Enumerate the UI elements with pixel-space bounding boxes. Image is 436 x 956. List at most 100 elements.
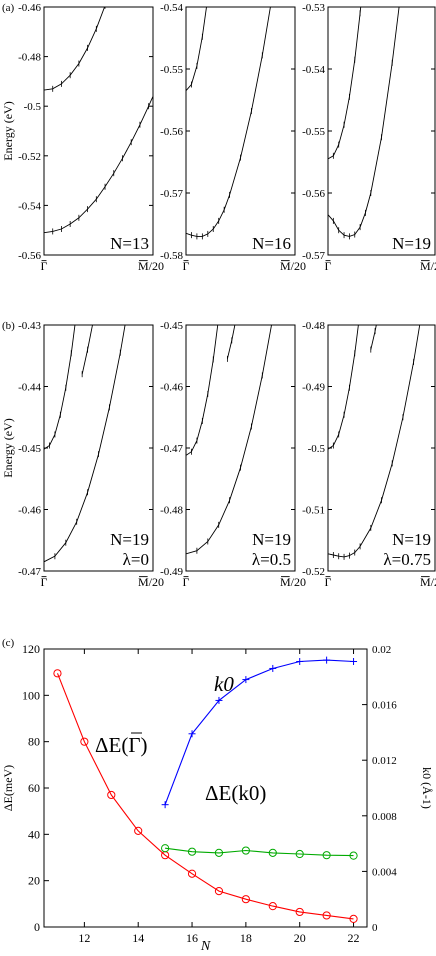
y-tick-label: -0.48 (160, 505, 183, 517)
annotation: N=13 (110, 234, 149, 253)
band-line (328, 325, 421, 558)
y2-tick-label: 0.012 (372, 755, 397, 767)
y-axis-label: Energy (eV) (1, 418, 15, 477)
data-point (241, 846, 250, 855)
series-group (44, 325, 126, 565)
data-point (322, 911, 331, 920)
band-line (186, 325, 219, 456)
data-point (80, 737, 89, 746)
annotation: λ=0 (123, 550, 149, 569)
y-tick-label: 20 (28, 874, 40, 888)
data-point (349, 914, 358, 923)
y-tick-label: -0.57 (160, 188, 183, 200)
panel-label: (a) (2, 2, 15, 14)
x-tick-label: M/20 (420, 575, 436, 589)
band-line (44, 325, 126, 563)
y-tick-label: -0.47 (18, 566, 41, 578)
plot-frame (43, 6, 154, 256)
y2-tick-label: 0 (372, 922, 378, 934)
y-tick-label: -0.5 (24, 101, 42, 113)
y-tick-label: -0.43 (18, 320, 41, 332)
y-tick-label: -0.54 (160, 2, 183, 14)
y-tick-label: -0.56 (302, 188, 325, 200)
y-tick-label: -0.54 (302, 64, 325, 76)
y-tick-label: -0.55 (302, 126, 325, 138)
series-label: k0 (214, 672, 234, 696)
x-tick-label: M/20 (280, 259, 306, 273)
x-tick-label: 12 (78, 931, 90, 945)
y-tick-label: -0.52 (302, 566, 325, 578)
data-point (295, 907, 304, 917)
panel-a: (a)Energy (eV)-0.56-0.54-0.52-0.5-0.48-0… (1, 2, 436, 273)
y2-tick-label: 0.02 (372, 644, 391, 656)
band-line (186, 325, 272, 555)
data-point (269, 664, 277, 672)
y-tick-label: -0.51 (302, 505, 325, 517)
plot-frame (185, 6, 296, 256)
y-tick-label: 100 (22, 688, 40, 702)
annotation: N=19 (392, 234, 431, 253)
y-tick-label: 40 (28, 827, 40, 841)
plot-frame (327, 6, 436, 256)
series-line-3 (164, 659, 354, 805)
y-tick-label: 0 (34, 920, 40, 934)
x-tick-label: Γ (183, 575, 190, 589)
y2-tick-label: 0.016 (372, 700, 397, 712)
annotation: N=19 (392, 530, 431, 549)
data-point (188, 730, 196, 738)
subplot-1: -0.56 -0.54 -0.52 -0.5 -0.48 -0.46 Γ M/20 N=13 (18, 2, 164, 273)
band-line (44, 325, 76, 450)
x-tick-label: 22 (348, 931, 360, 945)
band-line (44, 96, 153, 234)
y-tick-label: -0.45 (160, 320, 183, 332)
data-point (107, 790, 116, 800)
annotation: N=19 (252, 530, 291, 549)
data-point (214, 848, 224, 857)
data-point (215, 696, 223, 704)
y-tick-label: -0.46 (160, 382, 183, 394)
series-label-deltaE-gamma: ΔE(Γ) (95, 732, 147, 757)
panel-label: (c) (2, 637, 15, 649)
band-line (328, 7, 362, 160)
x-tick-label: 20 (294, 931, 306, 945)
annotation: λ=0.75 (383, 550, 431, 569)
y-tick-label: -0.56 (160, 126, 183, 138)
x-tick-label: M/20 (420, 259, 436, 273)
y-tick-label: 60 (28, 781, 40, 795)
y-tick-label: -0.56 (18, 250, 41, 262)
y-tick-label: -0.48 (18, 52, 41, 64)
series-group (328, 325, 421, 560)
y-tick-label: -0.54 (18, 200, 41, 212)
series-label: ΔE(k0) (205, 781, 266, 805)
band-line (81, 325, 93, 375)
annotation: λ=0.5 (252, 550, 291, 569)
y-tick-label: -0.49 (160, 566, 183, 578)
data-point (323, 656, 331, 664)
y-tick-label: -0.58 (160, 250, 183, 262)
x-tick-label: Γ (41, 259, 48, 273)
subplot-2: -0.49 -0.48 -0.47 -0.46 -0.45 Γ M/20 N=19λ=0.5 (160, 320, 306, 589)
y2-axis-label: k0 (Å-1) (420, 767, 434, 809)
series-line-2 (165, 847, 354, 857)
y-axis-label: ΔE(meV) (1, 765, 15, 811)
band-line (328, 7, 400, 237)
y-tick-label: -0.45 (18, 443, 41, 455)
data-point (268, 902, 277, 911)
subplot-3: -0.52 -0.51 -0.5 -0.49 -0.48 Γ M/20 N=19λ=0.75 (302, 320, 436, 589)
series-group (328, 7, 400, 240)
y-tick-label: 80 (28, 735, 40, 749)
data-point (161, 801, 169, 809)
annotation: N=19 (110, 530, 149, 549)
subplot-1: -0.47 -0.46 -0.45 -0.44 -0.43 Γ M/20 N=19λ=0 (18, 320, 164, 589)
band-line (186, 7, 207, 91)
y-tick-label: -0.57 (302, 250, 325, 262)
y-tick-label: -0.48 (302, 320, 325, 332)
data-point (242, 676, 250, 684)
data-point (295, 849, 304, 859)
y-tick-label: -0.47 (160, 443, 183, 455)
x-tick-label: Γ (325, 575, 332, 589)
band-line (328, 325, 359, 450)
y-tick-label: -0.53 (302, 2, 325, 14)
x-tick-label: 16 (186, 931, 198, 945)
band-line (370, 325, 377, 350)
